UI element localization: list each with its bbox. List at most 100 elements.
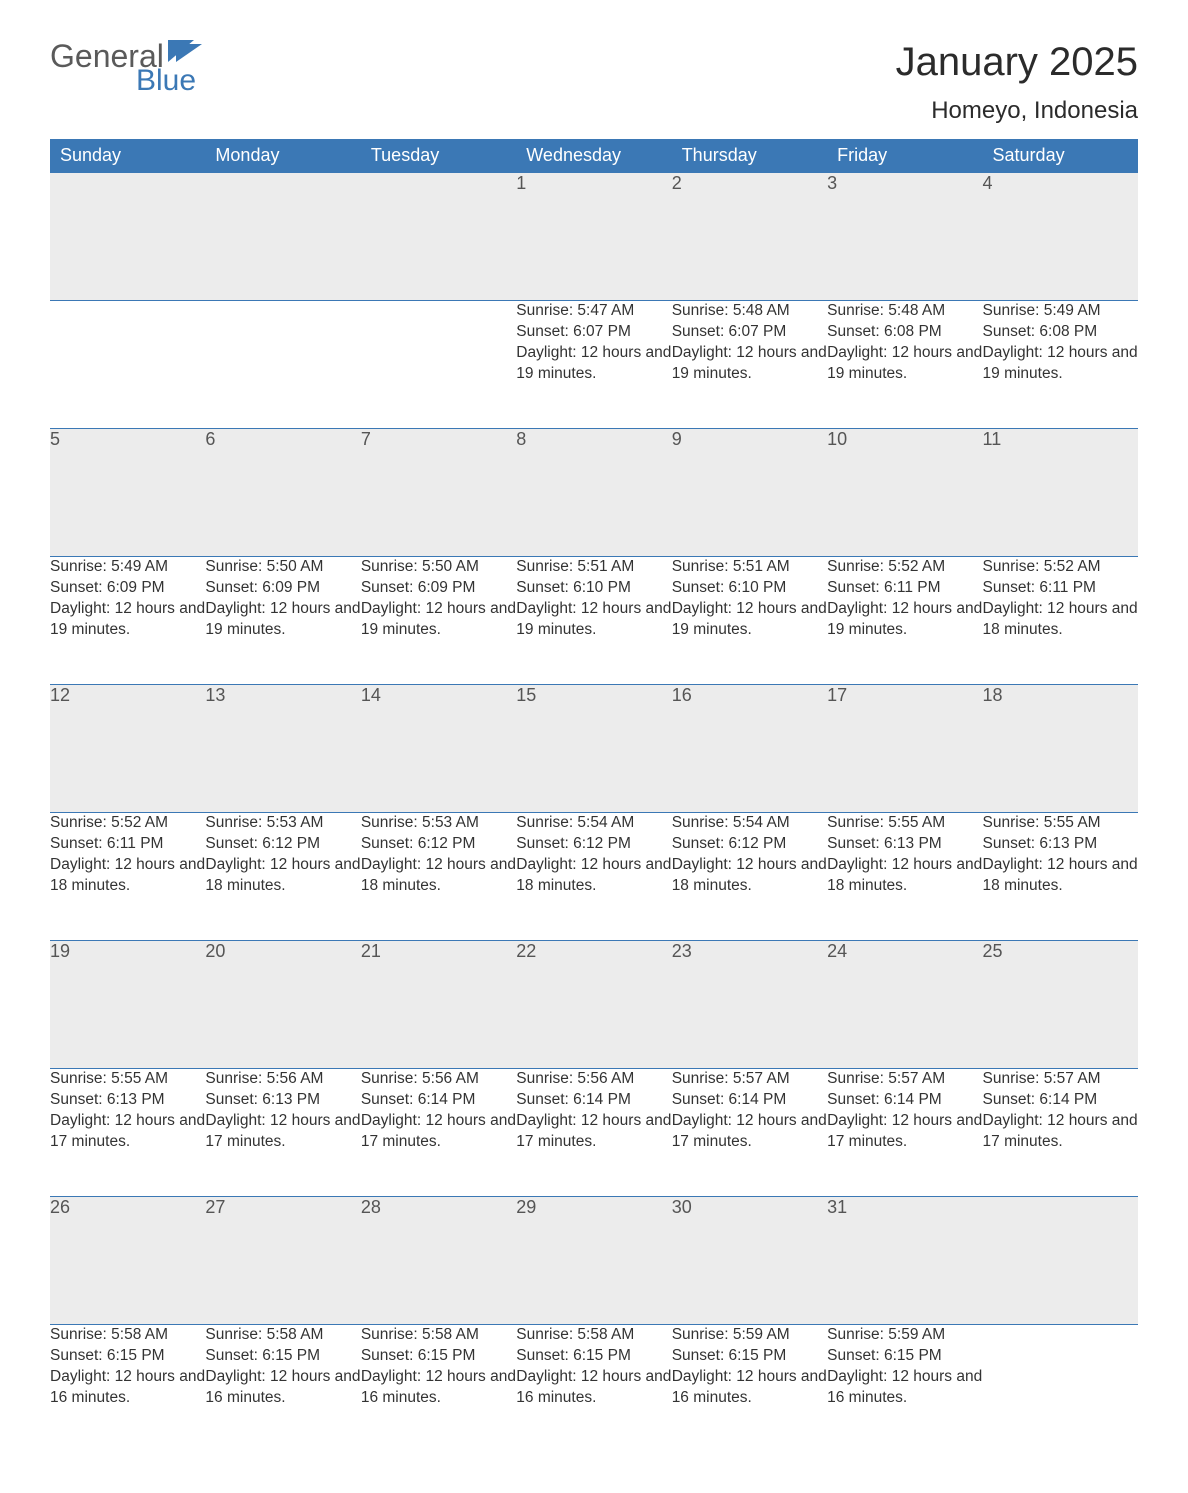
sunrise-line: Sunrise: 5:56 AM <box>205 1069 360 1090</box>
content-row: Sunrise: 5:49 AMSunset: 6:09 PMDaylight:… <box>50 557 1138 685</box>
sunset-line: Sunset: 6:08 PM <box>827 322 982 343</box>
sunset-line: Sunset: 6:13 PM <box>50 1090 205 1111</box>
logo-text-blue: Blue <box>136 66 202 96</box>
day-number-cell: 25 <box>983 941 1138 1069</box>
daylight-line: Daylight: 12 hours and 16 minutes. <box>50 1367 205 1409</box>
day-number-cell: 6 <box>205 429 360 557</box>
day-number-cell: 31 <box>827 1197 982 1325</box>
weekday-header: Sunday <box>50 139 205 173</box>
sunset-line: Sunset: 6:10 PM <box>516 578 671 599</box>
flag-icon <box>168 40 202 66</box>
daylight-line: Daylight: 12 hours and 16 minutes. <box>205 1367 360 1409</box>
location: Homeyo, Indonesia <box>896 97 1138 125</box>
daylight-line: Daylight: 12 hours and 18 minutes. <box>361 855 516 897</box>
day-content-cell: Sunrise: 5:52 AMSunset: 6:11 PMDaylight:… <box>827 557 982 685</box>
sunrise-line: Sunrise: 5:58 AM <box>50 1325 205 1346</box>
day-number-cell: 21 <box>361 941 516 1069</box>
day-number-cell <box>205 173 360 301</box>
daylight-line: Daylight: 12 hours and 17 minutes. <box>516 1111 671 1153</box>
day-content-cell: Sunrise: 5:55 AMSunset: 6:13 PMDaylight:… <box>827 813 982 941</box>
day-content-cell: Sunrise: 5:48 AMSunset: 6:07 PMDaylight:… <box>672 301 827 429</box>
weekday-header: Tuesday <box>361 139 516 173</box>
day-number-cell: 22 <box>516 941 671 1069</box>
daynum-row: 567891011 <box>50 429 1138 557</box>
daylight-line: Daylight: 12 hours and 18 minutes. <box>516 855 671 897</box>
content-row: Sunrise: 5:52 AMSunset: 6:11 PMDaylight:… <box>50 813 1138 941</box>
weekday-header: Thursday <box>672 139 827 173</box>
sunrise-line: Sunrise: 5:48 AM <box>827 301 982 322</box>
day-content-cell: Sunrise: 5:52 AMSunset: 6:11 PMDaylight:… <box>50 813 205 941</box>
day-number-cell: 4 <box>983 173 1138 301</box>
sunrise-line: Sunrise: 5:52 AM <box>827 557 982 578</box>
sunset-line: Sunset: 6:14 PM <box>516 1090 671 1111</box>
day-number-cell: 28 <box>361 1197 516 1325</box>
sunrise-line: Sunrise: 5:53 AM <box>205 813 360 834</box>
sunrise-line: Sunrise: 5:57 AM <box>672 1069 827 1090</box>
sunrise-line: Sunrise: 5:57 AM <box>827 1069 982 1090</box>
sunrise-line: Sunrise: 5:51 AM <box>516 557 671 578</box>
sunset-line: Sunset: 6:12 PM <box>361 834 516 855</box>
daylight-line: Daylight: 12 hours and 18 minutes. <box>983 599 1138 641</box>
day-number-cell: 15 <box>516 685 671 813</box>
day-content-cell: Sunrise: 5:58 AMSunset: 6:15 PMDaylight:… <box>205 1325 360 1453</box>
weekday-header: Saturday <box>983 139 1138 173</box>
day-number-cell: 29 <box>516 1197 671 1325</box>
sunset-line: Sunset: 6:12 PM <box>672 834 827 855</box>
sunset-line: Sunset: 6:10 PM <box>672 578 827 599</box>
daylight-line: Daylight: 12 hours and 19 minutes. <box>827 599 982 641</box>
day-content-cell: Sunrise: 5:54 AMSunset: 6:12 PMDaylight:… <box>516 813 671 941</box>
sunrise-line: Sunrise: 5:56 AM <box>361 1069 516 1090</box>
daynum-row: 1234 <box>50 173 1138 301</box>
weekday-row: SundayMondayTuesdayWednesdayThursdayFrid… <box>50 139 1138 173</box>
day-content-cell: Sunrise: 5:59 AMSunset: 6:15 PMDaylight:… <box>672 1325 827 1453</box>
sunset-line: Sunset: 6:14 PM <box>827 1090 982 1111</box>
sunrise-line: Sunrise: 5:48 AM <box>672 301 827 322</box>
weekday-header: Monday <box>205 139 360 173</box>
daylight-line: Daylight: 12 hours and 19 minutes. <box>983 343 1138 385</box>
day-number-cell: 16 <box>672 685 827 813</box>
daylight-line: Daylight: 12 hours and 17 minutes. <box>827 1111 982 1153</box>
sunset-line: Sunset: 6:13 PM <box>827 834 982 855</box>
sunrise-line: Sunrise: 5:58 AM <box>516 1325 671 1346</box>
day-number-cell: 27 <box>205 1197 360 1325</box>
sunset-line: Sunset: 6:14 PM <box>672 1090 827 1111</box>
day-number-cell: 9 <box>672 429 827 557</box>
sunset-line: Sunset: 6:14 PM <box>361 1090 516 1111</box>
daylight-line: Daylight: 12 hours and 18 minutes. <box>983 855 1138 897</box>
sunrise-line: Sunrise: 5:52 AM <box>983 557 1138 578</box>
daynum-row: 12131415161718 <box>50 685 1138 813</box>
day-content-cell: Sunrise: 5:59 AMSunset: 6:15 PMDaylight:… <box>827 1325 982 1453</box>
sunrise-line: Sunrise: 5:55 AM <box>827 813 982 834</box>
daylight-line: Daylight: 12 hours and 18 minutes. <box>672 855 827 897</box>
daylight-line: Daylight: 12 hours and 16 minutes. <box>672 1367 827 1409</box>
sunset-line: Sunset: 6:15 PM <box>516 1346 671 1367</box>
day-number-cell: 12 <box>50 685 205 813</box>
day-number-cell: 2 <box>672 173 827 301</box>
day-content-cell <box>205 301 360 429</box>
day-content-cell: Sunrise: 5:56 AMSunset: 6:14 PMDaylight:… <box>361 1069 516 1197</box>
day-content-cell: Sunrise: 5:58 AMSunset: 6:15 PMDaylight:… <box>516 1325 671 1453</box>
day-content-cell: Sunrise: 5:48 AMSunset: 6:08 PMDaylight:… <box>827 301 982 429</box>
day-number-cell <box>361 173 516 301</box>
sunrise-line: Sunrise: 5:47 AM <box>516 301 671 322</box>
sunset-line: Sunset: 6:15 PM <box>827 1346 982 1367</box>
sunset-line: Sunset: 6:11 PM <box>50 834 205 855</box>
day-number-cell: 24 <box>827 941 982 1069</box>
day-number-cell: 14 <box>361 685 516 813</box>
day-content-cell: Sunrise: 5:58 AMSunset: 6:15 PMDaylight:… <box>361 1325 516 1453</box>
sunset-line: Sunset: 6:12 PM <box>205 834 360 855</box>
day-content-cell: Sunrise: 5:57 AMSunset: 6:14 PMDaylight:… <box>827 1069 982 1197</box>
header: General Blue January 2025 Homeyo, Indone… <box>50 40 1138 125</box>
day-number-cell <box>50 173 205 301</box>
content-row: Sunrise: 5:55 AMSunset: 6:13 PMDaylight:… <box>50 1069 1138 1197</box>
daynum-row: 19202122232425 <box>50 941 1138 1069</box>
sunrise-line: Sunrise: 5:51 AM <box>672 557 827 578</box>
day-content-cell: Sunrise: 5:58 AMSunset: 6:15 PMDaylight:… <box>50 1325 205 1453</box>
day-content-cell: Sunrise: 5:51 AMSunset: 6:10 PMDaylight:… <box>516 557 671 685</box>
daylight-line: Daylight: 12 hours and 16 minutes. <box>827 1367 982 1409</box>
logo: General Blue <box>50 40 202 96</box>
daylight-line: Daylight: 12 hours and 19 minutes. <box>516 343 671 385</box>
day-number-cell: 7 <box>361 429 516 557</box>
calendar-head: SundayMondayTuesdayWednesdayThursdayFrid… <box>50 139 1138 173</box>
day-number-cell: 23 <box>672 941 827 1069</box>
